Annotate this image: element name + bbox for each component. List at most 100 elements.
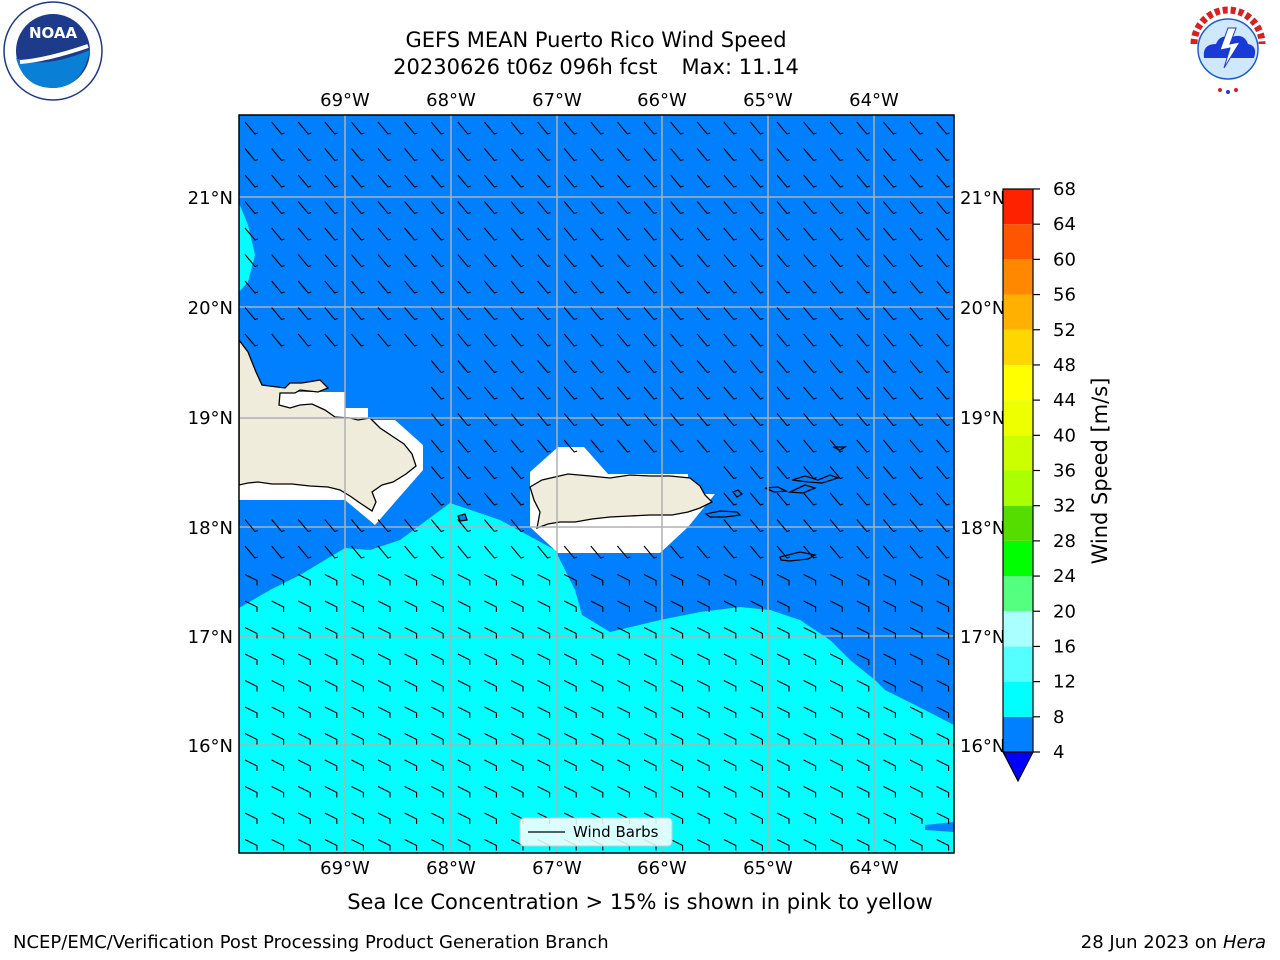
wind-barb — [803, 333, 817, 347]
wind-barb — [670, 227, 684, 241]
wind-barb — [750, 627, 763, 639]
colorbar-segment — [1003, 681, 1033, 717]
wind-barb — [670, 574, 684, 586]
wind-barb — [271, 733, 285, 745]
wind-barb — [643, 759, 657, 771]
lon-label-bottom: 66°W — [637, 858, 687, 879]
wind-barb — [430, 174, 445, 188]
mona-island — [457, 513, 468, 522]
wind-barb — [723, 360, 737, 374]
wind-barb — [909, 839, 923, 851]
wind-barb — [643, 307, 658, 321]
puerto-rico-landmass — [529, 473, 714, 530]
wind-barb — [590, 174, 604, 188]
wind-barb — [723, 333, 737, 347]
wind-barb — [670, 254, 684, 268]
map-frame — [238, 114, 955, 854]
colorbar-segment — [1003, 505, 1033, 541]
wind-barb — [510, 466, 525, 480]
wind-barb — [750, 839, 763, 851]
wind-barb — [244, 201, 259, 215]
wind-barb — [909, 519, 924, 533]
wind-barb — [271, 280, 285, 294]
wind-barb — [856, 254, 870, 268]
lat-label-left: 18°N — [188, 518, 233, 539]
wind-barb — [377, 333, 392, 347]
wind-barb — [670, 148, 684, 162]
wind-barb — [324, 812, 338, 824]
lon-label-top: 64°W — [849, 90, 899, 111]
latitude-labels: 21°N 20°N 19°N 18°N 17°N 16°N 21°N 20°N … — [188, 188, 1006, 757]
wind-barb — [670, 413, 684, 427]
wind-barb — [430, 439, 445, 453]
wind-barb — [457, 706, 471, 718]
wind-barb — [377, 574, 391, 586]
wind-barb — [643, 786, 657, 798]
wind-barb — [351, 653, 364, 665]
wind-barb — [803, 307, 817, 321]
wind-barb — [377, 519, 392, 533]
wind-barb — [297, 839, 311, 851]
wind-barb — [351, 706, 364, 718]
wind-barb — [670, 201, 684, 215]
wind-barb — [510, 627, 524, 639]
wind-barb — [350, 227, 365, 241]
wind-barb — [856, 333, 870, 347]
wind-barb — [404, 812, 418, 824]
wind-barb — [271, 627, 285, 639]
wind-barb — [776, 227, 791, 241]
colorbar-tick-label: 44 — [1053, 390, 1076, 411]
colorbar-tick-label: 4 — [1053, 742, 1064, 763]
wind-barb — [776, 545, 791, 559]
wind-barb — [510, 519, 525, 533]
wind-barb — [457, 680, 471, 692]
wind-barb — [563, 680, 577, 692]
wind-barb — [803, 574, 817, 586]
wind-barb — [856, 148, 870, 162]
wind-barb — [882, 466, 897, 480]
wind-barb — [297, 174, 312, 188]
wind-barb — [803, 413, 817, 427]
wind-barb — [430, 600, 444, 612]
wind-barb — [404, 600, 418, 612]
wind-barb — [670, 386, 684, 400]
colorbar-tick-label: 52 — [1053, 320, 1076, 341]
wind-barb — [909, 148, 924, 162]
wind-barb — [883, 627, 896, 639]
wind-barb — [803, 839, 817, 851]
wind-barb — [563, 174, 578, 188]
wind-barb — [510, 786, 524, 798]
lon-label-top: 67°W — [532, 90, 582, 111]
wind-barb — [696, 254, 711, 268]
wind-barb — [324, 574, 338, 586]
wind-barb — [776, 466, 791, 480]
wind-barb — [297, 227, 312, 241]
wind-barb — [936, 733, 950, 745]
wind-barb — [616, 227, 631, 241]
wind-barb — [351, 812, 364, 824]
wind-barb — [936, 413, 950, 427]
wind-barb — [670, 786, 684, 798]
wind-barb — [244, 627, 258, 639]
wind-barb — [882, 333, 897, 347]
wind-barb — [856, 174, 870, 188]
wind-barb — [829, 492, 844, 506]
wind-barb — [750, 600, 763, 612]
wind-barb — [351, 680, 364, 692]
wind-barb — [271, 545, 285, 559]
wind-barb — [616, 307, 631, 321]
wind-barb — [351, 839, 364, 851]
wind-barb — [457, 519, 471, 533]
wind-barb — [271, 759, 285, 771]
wind-barb — [510, 254, 525, 268]
wind-barb — [723, 627, 737, 639]
wind-barb — [563, 706, 577, 718]
wind-barb — [244, 839, 258, 851]
wind-barb — [883, 680, 896, 692]
wind-barb — [244, 307, 259, 321]
wind-barb — [590, 360, 604, 374]
wind-barb — [297, 545, 312, 559]
wind-barb — [936, 574, 950, 586]
wind-barb — [271, 121, 285, 135]
wind-barb — [856, 466, 870, 480]
